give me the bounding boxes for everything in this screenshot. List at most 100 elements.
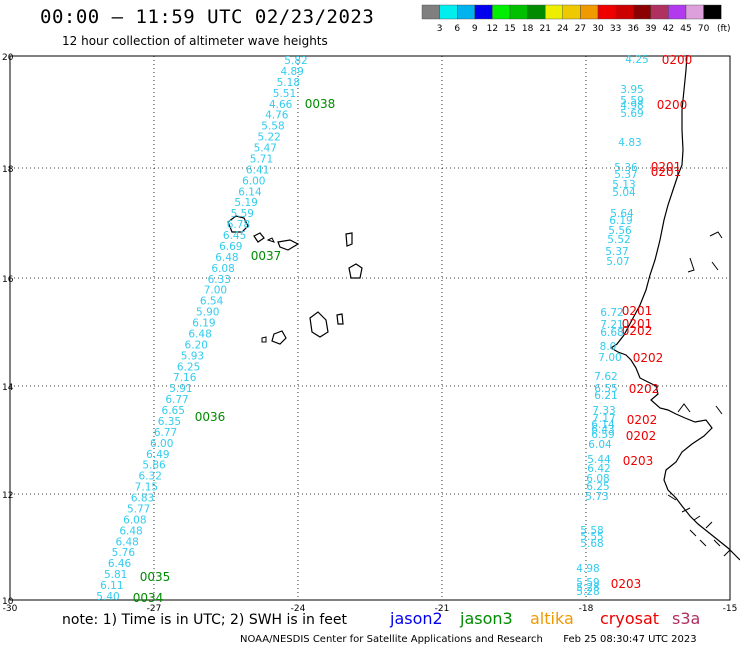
pass-label-cryosat: 0203 <box>611 577 642 591</box>
pass-label-cryosat: 0202 <box>633 351 664 365</box>
wave-height-label: 6.72 <box>600 307 623 319</box>
y-tick-label: 16 <box>2 275 14 285</box>
wave-height-label: 6.46 <box>108 558 132 570</box>
wave-height-label: 6.68 <box>600 327 623 339</box>
coastline <box>227 54 740 561</box>
wave-height-label: 6.04 <box>588 439 612 451</box>
colorbar-label: 30 <box>592 24 604 34</box>
wave-height-label: 4.83 <box>618 137 641 149</box>
wave-height-label: 5.82 <box>284 55 307 67</box>
colorbar-swatch <box>597 4 616 20</box>
island-santo-antao <box>227 215 249 233</box>
wave-height-label: 6.69 <box>219 241 242 253</box>
wave-height-label: 4.89 <box>280 66 303 78</box>
colorbar-label: 39 <box>645 24 657 34</box>
wave-height-label: 6.08 <box>123 514 146 526</box>
wave-height-label: 6.08 <box>586 473 609 485</box>
colorbar-swatch <box>633 4 652 20</box>
wave-height-label: 7.62 <box>594 371 617 383</box>
y-tick-label: 20 <box>2 53 14 63</box>
colorbar-swatch <box>457 4 476 20</box>
wave-height-label: 5.28 <box>576 586 599 598</box>
page-title: 00:00 – 11:59 UTC 02/23/2023 <box>40 6 375 28</box>
colorbar-label: 21 <box>539 24 550 34</box>
colorbar-swatch <box>703 4 722 20</box>
wave-height-label: 4.98 <box>576 563 599 575</box>
wave-height-label: 7.15 <box>135 482 158 494</box>
wave-height-label: 4.66 <box>269 99 293 111</box>
wave-height-label: 6.42 <box>587 463 610 475</box>
wave-height-label: 7.17 <box>592 413 615 425</box>
wave-height-label: 6.59 <box>591 429 614 441</box>
wave-height-label: 5.04 <box>612 187 636 199</box>
wave-height-label: 6.48 <box>188 328 211 340</box>
wave-height-label: 5.76 <box>112 547 136 559</box>
colorbar-swatch <box>580 4 599 20</box>
wave-height-label: 5.44 <box>587 454 611 466</box>
island-santiago <box>309 311 329 338</box>
map-frame <box>9 55 731 601</box>
colorbar-swatch <box>650 4 669 20</box>
wave-height-label: 6.19 <box>609 215 632 227</box>
wave-height-label: 5.13 <box>612 179 635 191</box>
colorbar-label: 70 <box>698 24 710 34</box>
credit-line: NOAA/NESDIS Center for Satellite Applica… <box>240 634 697 645</box>
colorbar-swatch <box>545 4 564 20</box>
wave-height-label: 5.36 <box>614 162 638 174</box>
wave-height-label: 6.78 <box>227 219 250 231</box>
wave-height-label: 6.83 <box>131 493 154 505</box>
pass-label-jason3: 0034 <box>133 591 164 605</box>
wave-height-label: 4.98 <box>620 100 643 112</box>
wave-height-label: 5.47 <box>254 143 277 155</box>
wave-height-label: 6.65 <box>162 405 185 417</box>
wave-height-label: 6.77 <box>165 394 188 406</box>
x-tick-label: -27 <box>147 604 162 614</box>
pass-label-cryosat: 0201 <box>651 160 682 174</box>
wave-height-label: 5.68 <box>580 538 603 550</box>
wave-height-label: 6.25 <box>177 361 200 373</box>
wave-height-label: 5.07 <box>606 256 629 268</box>
y-tick-label: 12 <box>2 491 13 501</box>
x-tick-label: -21 <box>435 604 450 614</box>
wave-height-label: 5.59 <box>620 95 643 107</box>
colorbar-swatch <box>615 4 634 20</box>
island-sao-nicolau <box>277 239 300 251</box>
colorbar-label: 24 <box>557 24 569 34</box>
wave-height-label: 5.56 <box>608 225 632 237</box>
wave-height-label: 6.48 <box>215 252 238 264</box>
wave-height-label: 6.55 <box>594 383 617 395</box>
island-sao-vicente <box>253 232 265 243</box>
x-tick-label: -30 <box>3 604 18 614</box>
legend-jason3: jason3 <box>460 609 513 628</box>
generated-timestamp: Feb 25 08:30:47 UTC 2023 <box>563 634 697 645</box>
map-grid <box>9 55 731 601</box>
island-brava <box>261 336 267 343</box>
colorbar-swatch <box>562 4 581 20</box>
colorbar-label: 27 <box>575 24 586 34</box>
pass-label-cryosat: 0200 <box>657 98 688 112</box>
colorbar-label: 6 <box>454 24 460 34</box>
x-tick-label: -15 <box>723 604 738 614</box>
wave-height-label: 8.0 <box>600 341 617 353</box>
colorbar-label: 36 <box>627 24 639 34</box>
wave-height-label: 3.95 <box>620 84 643 96</box>
colorbar-swatch <box>509 4 528 20</box>
colorbar-label: 42 <box>663 24 674 34</box>
y-tick-label: 14 <box>2 383 14 393</box>
wave-height-label: 6.54 <box>200 296 224 308</box>
wave-height-label: 6.21 <box>594 390 617 402</box>
wave-height-label: 5.90 <box>196 307 219 319</box>
colorbar-label: 15 <box>504 24 515 34</box>
pass-label-cryosat: 0201 <box>622 304 653 318</box>
wave-height-label: 6.33 <box>208 274 231 286</box>
colorbar-label: 45 <box>680 24 691 34</box>
pass-label-jason3: 0035 <box>140 570 171 584</box>
wave-height-label: 6.32 <box>139 471 162 483</box>
wave-height-label: 5.64 <box>610 208 634 220</box>
colorbar: 3 6 9 12 15 18 21 24 27 30 33 36 39 42 45 70 (ft) <box>421 4 731 34</box>
wave-height-label: 5.77 <box>127 503 150 515</box>
wave-height-label: 7.16 <box>173 372 197 384</box>
wave-height-label: 6.43 <box>591 424 614 436</box>
wave-height-label: 7.00 <box>204 285 227 297</box>
